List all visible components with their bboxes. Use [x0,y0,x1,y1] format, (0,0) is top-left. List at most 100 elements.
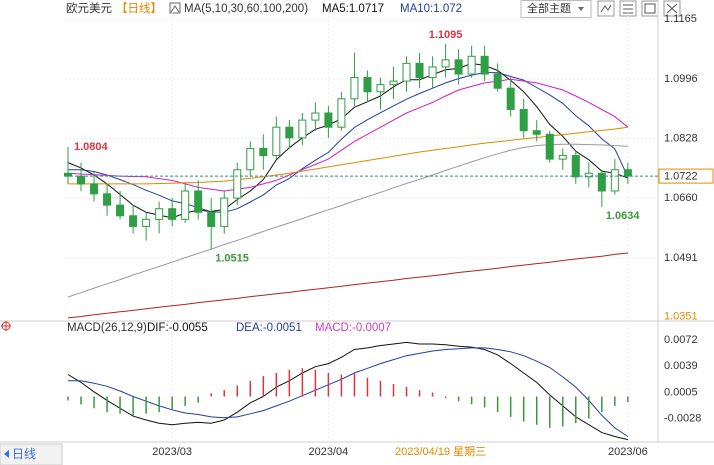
candle-body [337,98,346,128]
period-button[interactable] [0,443,63,465]
candle-body [428,66,437,79]
legend-entry: MA5:1.0717 [322,3,384,15]
y-tick-label: 0.0072 [664,334,698,346]
theme-dropdown-label: 全部主题 [527,1,571,15]
y-tick-label: 1.0660 [664,192,698,204]
candle-body [571,155,580,178]
candle-body [90,183,99,195]
toolbar-icon [644,3,656,14]
macd-bar [418,390,421,397]
candle-body [454,59,463,75]
macd-bar [197,396,199,403]
panel-icon-glyph [1,321,11,331]
macd-bar [327,372,330,397]
candle-body [142,218,151,227]
candle-body [155,208,164,220]
macd-bar [483,396,486,408]
macd-line [67,341,629,441]
candle-body [376,84,385,93]
macd-bar [340,374,343,397]
candle-body [389,80,398,86]
y-tick-label: 0.0039 [664,360,698,372]
macd-bar [470,396,473,405]
candle-body [259,147,268,157]
ma-line [67,252,628,319]
candle-body [519,108,528,132]
indicator-icon[interactable] [169,2,181,14]
candle-body [129,215,138,227]
macd-bar [509,396,512,417]
macd-bar [184,396,186,406]
high-mark: 1.1095 [429,29,463,41]
macd-line [68,347,629,437]
macd-bar [444,396,447,399]
candle-body [324,112,333,128]
macd-bar [575,396,577,424]
candle-body [233,169,242,199]
macd-bar [314,369,317,397]
macd-bar [249,380,252,397]
candle-body [285,126,294,139]
x-tick-label: 2023/04 [309,446,349,458]
macd-bar [627,396,629,402]
y-tick-label: 1.0491 [664,252,698,264]
macd-bar [288,369,291,397]
candle-body [77,175,86,185]
period-button-label: 日线 [12,447,36,461]
macd-bar [158,396,160,413]
candle-body [532,130,541,135]
candle-body [311,112,320,121]
toolbar-icon [600,4,612,13]
candle-body [220,197,229,227]
candle-body [168,208,177,220]
legend-entry: MACD:-0.0007 [315,322,391,334]
candle-body [272,126,281,157]
macd-bar [588,396,590,419]
y-tick-label: 1.0828 [664,132,698,144]
macd-bar [132,396,134,416]
macd-bar [275,372,278,397]
macd-bar [601,396,603,413]
high-mark: 1.0804 [74,141,109,153]
candle-body [181,190,190,220]
macd-bar [457,396,460,402]
macd-bar [106,396,108,413]
macd-bar [366,377,369,397]
macd-bar [93,396,95,409]
candle-body [402,62,411,82]
toolbar-button[interactable] [641,0,659,17]
last-price-box [658,168,714,184]
macd-bar [522,396,525,422]
macd-bar [392,383,395,397]
candle-body [103,193,112,206]
candle-body [493,73,502,89]
candle-body [415,62,424,79]
macd-bar [67,396,69,401]
indicator-name: MACD(26,12,9) [67,322,147,334]
macd-bar [431,392,434,397]
ma-line [67,143,628,298]
range-low-label: 1.0351 [664,311,698,323]
low-mark: 1.0515 [215,252,249,264]
last-price-label: 1.0722 [664,171,698,183]
legend-entry: DEA:-0.0051 [236,322,302,334]
period: 【日线】 [116,1,162,15]
toolbar-button[interactable] [597,0,615,17]
macd-bar [496,396,499,413]
macd-bar [119,396,121,414]
candle-body [350,77,359,100]
candle-body [207,211,216,227]
indicator-icon-glyph [170,5,180,13]
macd-bar [171,396,173,410]
macd-bar [353,372,356,397]
macd-bar [562,396,564,427]
ma-line [68,72,629,213]
theme-dropdown[interactable] [520,0,592,18]
candle-body [441,59,450,68]
macd-bar [80,396,82,405]
macd-bar [223,390,225,397]
candle-body [467,55,476,75]
ma-line [67,78,629,192]
candle-body [597,172,606,192]
